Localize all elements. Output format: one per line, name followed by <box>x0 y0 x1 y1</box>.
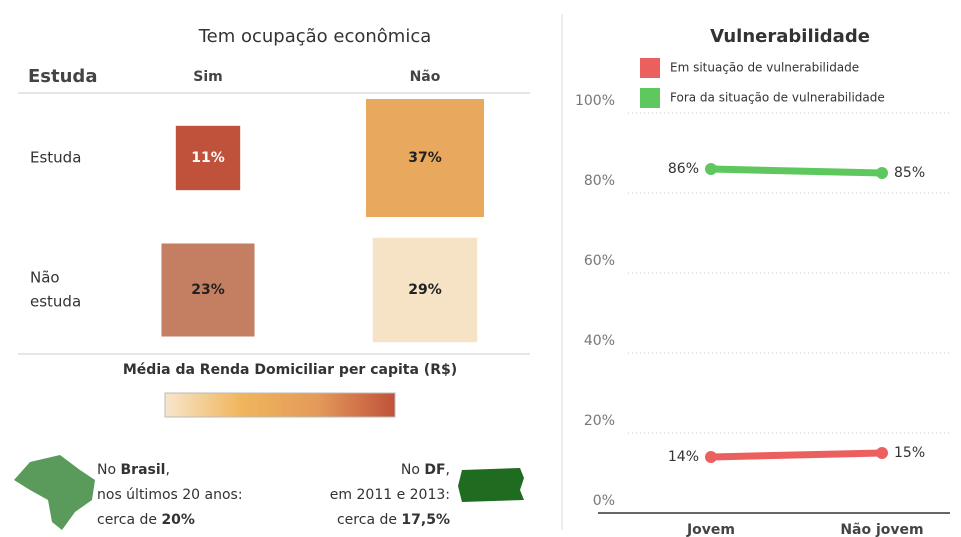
income-gradient <box>164 392 396 418</box>
line-title: Vulnerabilidade <box>710 26 870 47</box>
y-tick-label: 80% <box>584 173 615 189</box>
column-label: Sim <box>193 69 222 85</box>
note-segment: , <box>446 462 450 478</box>
y-tick-label: 40% <box>584 333 615 349</box>
note-line: No DF, <box>401 462 450 478</box>
legend-label: Em situação de vulnerabilidade <box>670 61 859 75</box>
note-segment: 20% <box>161 512 195 528</box>
row-header: Estuda <box>28 66 97 87</box>
legend-swatch <box>640 88 660 108</box>
legend-label: Fora da situação de vulnerabilidade <box>670 91 885 105</box>
point <box>876 447 888 459</box>
x-tick-label: Jovem <box>686 522 735 537</box>
note-segment: cerca de <box>337 512 401 528</box>
cell-label: 37% <box>408 150 442 166</box>
point <box>705 163 717 175</box>
note-segment: No <box>97 462 121 478</box>
note-line: No Brasil, <box>97 462 170 478</box>
note-segment: nos últimos 20 anos: <box>97 487 243 503</box>
row-label: Não <box>30 269 60 287</box>
cell-label: 29% <box>408 282 442 298</box>
row-label: Estuda <box>30 149 81 167</box>
cell-label: 23% <box>191 282 225 298</box>
series-line <box>707 165 886 177</box>
brazil-map <box>14 455 95 530</box>
cell-square <box>175 125 241 191</box>
y-tick-label: 20% <box>584 413 615 429</box>
cell-label: 11% <box>191 150 225 166</box>
note-line: cerca de 20% <box>97 512 195 528</box>
note-line: nos últimos 20 anos: <box>97 487 243 503</box>
data-label: 86% <box>668 161 699 177</box>
data-label: 15% <box>894 445 925 461</box>
cell-square <box>161 243 255 337</box>
point <box>705 451 717 463</box>
x-tick-label: Não jovem <box>840 522 923 537</box>
note-segment: cerca de <box>97 512 161 528</box>
legend-title: Média da Renda Domiciliar per capita (R$… <box>123 362 457 378</box>
note-segment: 17,5% <box>401 512 450 528</box>
note-line: em 2011 e 2013: <box>330 487 450 503</box>
legend-swatch <box>640 58 660 78</box>
point <box>876 167 888 179</box>
row-label: estuda <box>30 293 81 311</box>
y-tick-label: 60% <box>584 253 615 269</box>
series-line <box>707 449 886 461</box>
note-segment: Brasil <box>121 462 166 478</box>
cell-square <box>366 99 484 217</box>
y-tick-label: 100% <box>575 93 615 109</box>
y-tick-label: 0% <box>593 493 615 509</box>
column-label: Não <box>410 69 441 85</box>
note-segment: No <box>401 462 425 478</box>
note-line: cerca de 17,5% <box>337 512 450 528</box>
data-label: 14% <box>668 449 699 465</box>
note-segment: DF <box>424 462 445 478</box>
note-segment: , <box>165 462 169 478</box>
df-map <box>458 468 524 502</box>
cell-square <box>372 237 478 343</box>
matrix-title: Tem ocupação econômica <box>198 26 432 47</box>
data-label: 85% <box>894 165 925 181</box>
note-segment: em 2011 e 2013: <box>330 487 450 503</box>
